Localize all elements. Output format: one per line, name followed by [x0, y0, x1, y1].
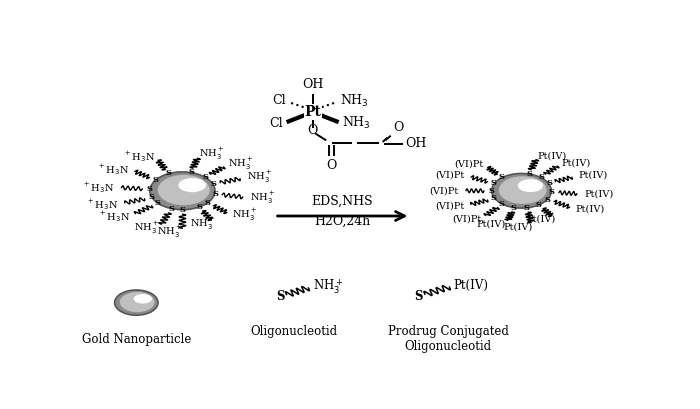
Text: S: S: [488, 187, 494, 195]
Text: Pt(IV): Pt(IV): [578, 171, 608, 180]
Text: S: S: [188, 168, 194, 176]
Text: NH$_3^+$: NH$_3^+$: [250, 190, 275, 206]
Text: S: S: [414, 290, 423, 303]
Text: EDS,NHS: EDS,NHS: [312, 195, 373, 208]
Text: S: S: [196, 204, 202, 211]
Text: S: S: [491, 179, 497, 187]
Text: S: S: [152, 176, 158, 184]
Text: (VI)Pt: (VI)Pt: [454, 160, 483, 169]
Text: Cl: Cl: [272, 94, 286, 107]
Text: NH$_3^+$: NH$_3^+$: [199, 146, 225, 162]
Text: S: S: [168, 205, 174, 213]
Text: NH$_3$: NH$_3$: [340, 93, 369, 109]
Text: (VI)Pt: (VI)Pt: [452, 214, 481, 223]
Text: (VI)Pt: (VI)Pt: [435, 171, 465, 180]
Text: Pt(IV): Pt(IV): [538, 151, 567, 160]
Text: Pt(IV): Pt(IV): [454, 279, 489, 292]
Ellipse shape: [120, 292, 155, 312]
Text: $^+$H$_3$N: $^+$H$_3$N: [86, 197, 118, 212]
Text: $^+$H$_3$N: $^+$H$_3$N: [98, 209, 130, 224]
Text: S: S: [510, 204, 517, 212]
Text: OH: OH: [405, 137, 427, 150]
Text: S: S: [203, 173, 209, 181]
Ellipse shape: [518, 179, 543, 192]
Ellipse shape: [150, 172, 215, 210]
Text: O: O: [307, 124, 318, 137]
Text: NH$_3^+$: NH$_3^+$: [228, 156, 254, 172]
Text: Oligonucleotid: Oligonucleotid: [250, 325, 337, 338]
Text: S: S: [546, 179, 552, 187]
Text: Cl: Cl: [270, 117, 284, 130]
Text: Pt(IV): Pt(IV): [584, 189, 613, 198]
Text: S: S: [205, 199, 211, 207]
Text: $^+$H$_3$N: $^+$H$_3$N: [122, 149, 155, 164]
Text: NH$_3^+$: NH$_3^+$: [134, 220, 159, 236]
Text: S: S: [549, 188, 555, 196]
Text: O: O: [393, 121, 404, 134]
Text: Pt(IV): Pt(IV): [576, 204, 605, 213]
Ellipse shape: [178, 178, 206, 192]
Text: NH$_3^+$: NH$_3^+$: [313, 277, 343, 296]
Text: $^+$H$_3$N: $^+$H$_3$N: [97, 162, 129, 177]
Text: S: S: [165, 169, 172, 178]
Text: (VI)Pt: (VI)Pt: [430, 186, 459, 196]
Text: S: S: [146, 185, 153, 193]
Ellipse shape: [158, 175, 210, 205]
Text: S: S: [526, 170, 533, 178]
Text: Pt(IV): Pt(IV): [503, 222, 533, 231]
Ellipse shape: [134, 294, 152, 303]
Text: Gold Nanoparticle: Gold Nanoparticle: [82, 333, 191, 346]
Text: S: S: [536, 201, 542, 209]
Text: Prodrug Conjugated
Oligonucleotid: Prodrug Conjugated Oligonucleotid: [388, 325, 509, 353]
Text: NH$_3^+$: NH$_3^+$: [190, 216, 215, 231]
Text: S: S: [538, 173, 544, 181]
Text: S: S: [148, 193, 154, 201]
Text: S: S: [524, 204, 530, 212]
Text: S: S: [179, 206, 186, 214]
Text: Pt(IV): Pt(IV): [562, 158, 591, 167]
Text: S: S: [211, 180, 216, 188]
Ellipse shape: [499, 176, 547, 204]
Text: S: S: [154, 199, 160, 207]
Text: $^+$H$_3$N: $^+$H$_3$N: [82, 180, 114, 195]
Text: S: S: [499, 173, 505, 181]
Text: (VI)Pt: (VI)Pt: [435, 202, 465, 211]
Text: NH$_3$: NH$_3$: [342, 115, 371, 131]
Text: S: S: [276, 290, 284, 303]
Text: O: O: [326, 159, 337, 172]
Text: NH$_3^+$: NH$_3^+$: [246, 169, 272, 185]
Text: H2O,24h: H2O,24h: [314, 214, 370, 227]
Text: Pt(IV): Pt(IV): [526, 215, 556, 224]
Text: Pt(IV): Pt(IV): [477, 220, 506, 229]
Text: Pt: Pt: [304, 105, 321, 119]
Text: S: S: [499, 200, 505, 208]
Ellipse shape: [491, 173, 552, 208]
Text: NH$_3^+$: NH$_3^+$: [157, 224, 183, 240]
Text: NH$_3^+$: NH$_3^+$: [232, 207, 258, 223]
Text: S: S: [545, 196, 551, 204]
Text: S: S: [212, 190, 218, 198]
Text: S: S: [491, 194, 497, 202]
Text: OH: OH: [302, 78, 323, 91]
Ellipse shape: [115, 290, 158, 315]
